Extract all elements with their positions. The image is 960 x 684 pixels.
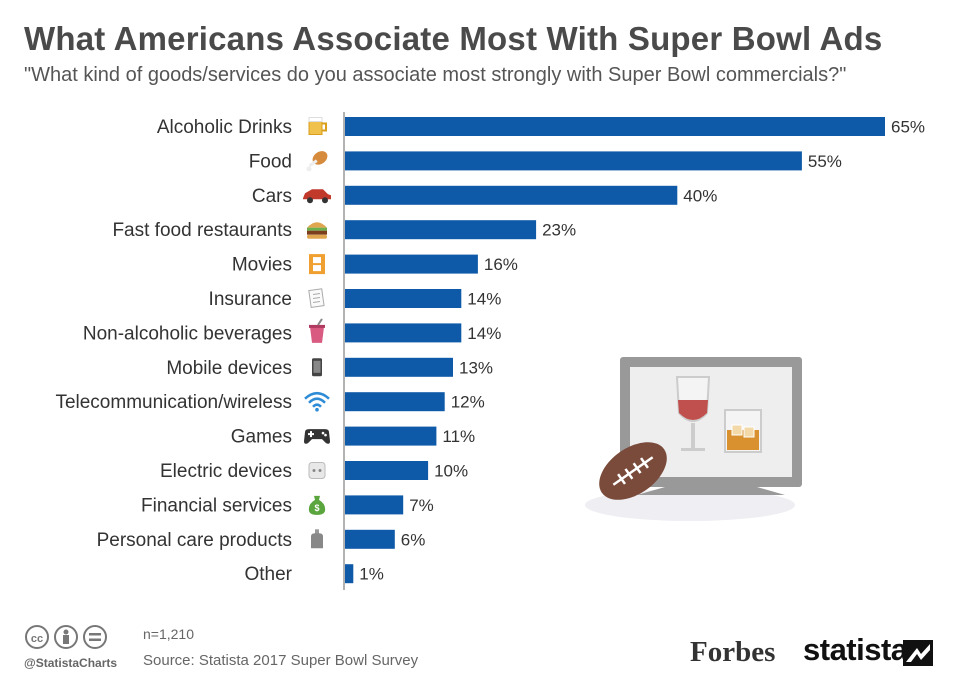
category-label: Food bbox=[249, 151, 292, 172]
burger-icon bbox=[307, 222, 327, 239]
bar bbox=[345, 289, 462, 308]
category-label: Non-alcoholic beverages bbox=[83, 323, 292, 344]
source-note: Source: Statista 2017 Super Bowl Survey bbox=[143, 652, 419, 669]
value-label: 65% bbox=[891, 118, 925, 137]
category-label: Financial services bbox=[141, 495, 292, 516]
bar bbox=[345, 151, 802, 171]
statista-handle: @StatistaCharts bbox=[24, 656, 118, 670]
bar bbox=[345, 220, 537, 240]
tv-illustration bbox=[585, 357, 802, 521]
value-label: 14% bbox=[467, 290, 501, 309]
money-bag-icon: $ bbox=[308, 495, 326, 515]
svg-text:$: $ bbox=[314, 503, 319, 513]
category-label: Personal care products bbox=[97, 530, 292, 551]
value-label: 23% bbox=[542, 221, 576, 240]
chart-subtitle: "What kind of goods/services do you asso… bbox=[24, 64, 847, 86]
category-label: Insurance bbox=[209, 289, 292, 310]
whiskey-glass-icon bbox=[724, 409, 762, 453]
sample-size: n=1,210 bbox=[143, 626, 194, 642]
bar bbox=[345, 529, 395, 549]
electric-socket-icon bbox=[308, 462, 326, 479]
bar bbox=[345, 564, 354, 584]
statista-logo: statista bbox=[803, 632, 908, 667]
tv-shadow bbox=[585, 489, 795, 521]
bar bbox=[345, 392, 445, 412]
cc-icon: cc bbox=[25, 625, 49, 649]
forbes-logo: Forbes bbox=[690, 636, 776, 668]
value-label: 12% bbox=[451, 393, 485, 412]
value-label: 55% bbox=[808, 152, 842, 171]
beer-mug-icon bbox=[308, 117, 327, 135]
attribution-icon bbox=[54, 625, 78, 649]
value-label: 10% bbox=[434, 462, 468, 481]
no-derivatives-icon bbox=[83, 625, 107, 649]
category-label: Other bbox=[244, 564, 292, 585]
category-label: Cars bbox=[252, 186, 292, 207]
value-label: 13% bbox=[459, 358, 493, 377]
tv-stand bbox=[637, 487, 785, 495]
value-label: 1% bbox=[359, 565, 384, 584]
value-label: 14% bbox=[467, 324, 501, 343]
bar bbox=[345, 357, 453, 377]
bar bbox=[345, 495, 404, 515]
bar bbox=[345, 426, 437, 446]
bar bbox=[345, 461, 429, 480]
document-icon bbox=[308, 288, 325, 308]
car-icon bbox=[303, 189, 331, 204]
phone-icon bbox=[312, 358, 322, 377]
film-strip-icon bbox=[309, 254, 325, 275]
svg-text:cc: cc bbox=[31, 633, 43, 645]
bar bbox=[345, 185, 678, 205]
category-label: Movies bbox=[232, 255, 292, 276]
wifi-icon bbox=[304, 391, 330, 412]
value-label: 7% bbox=[409, 496, 434, 515]
soda-cup-icon bbox=[309, 318, 325, 343]
creative-commons-icons: cc bbox=[25, 625, 107, 649]
bottle-icon bbox=[311, 529, 323, 549]
category-label: Games bbox=[231, 427, 292, 448]
value-label: 11% bbox=[442, 427, 475, 446]
value-label: 6% bbox=[401, 530, 426, 549]
category-label: Telecommunication/wireless bbox=[55, 392, 292, 413]
chicken-leg-icon bbox=[306, 151, 328, 172]
gamepad-icon bbox=[304, 429, 330, 444]
value-label: 16% bbox=[484, 255, 518, 274]
wine-glass-icon bbox=[675, 376, 711, 451]
bar bbox=[345, 254, 478, 274]
category-label: Electric devices bbox=[160, 461, 292, 482]
bar bbox=[345, 117, 885, 136]
statista-mark-icon bbox=[903, 640, 933, 666]
football-icon bbox=[599, 442, 667, 500]
value-label: 40% bbox=[683, 186, 717, 205]
category-label: Alcoholic Drinks bbox=[157, 117, 292, 138]
bar bbox=[345, 323, 462, 343]
category-label: Fast food restaurants bbox=[112, 220, 292, 241]
category-label: Mobile devices bbox=[166, 358, 292, 379]
chart-title: What Americans Associate Most With Super… bbox=[24, 20, 883, 57]
